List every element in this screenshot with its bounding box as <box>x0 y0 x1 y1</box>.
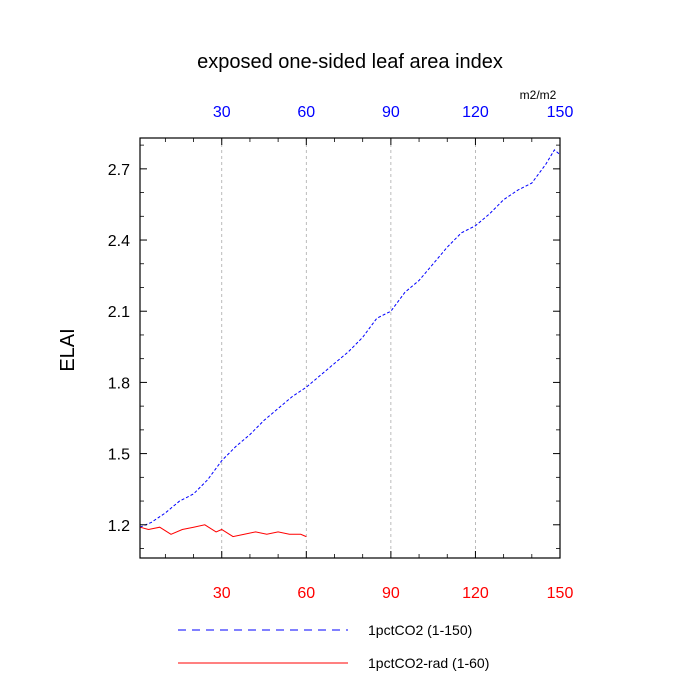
x-tick-label-top: 120 <box>462 104 489 121</box>
y-tick-label: 1.8 <box>108 375 130 392</box>
x-tick-label-bottom: 150 <box>547 585 574 602</box>
x-tick-label-top: 60 <box>297 104 315 121</box>
axis-ticks: 30 60 90 120 150 30 60 90 120 150 1.2 1.5 1.8 2.1 2.4 2… <box>108 104 574 602</box>
legend-label-1: 1pctCO2 (1-150) <box>368 622 472 638</box>
y-tick-label: 2.1 <box>108 304 130 321</box>
y-tick-label: 2.4 <box>108 233 130 250</box>
legend-label-2: 1pctCO2-rad (1-60) <box>368 655 489 671</box>
x-tick-label-top: 150 <box>547 104 574 121</box>
x-tick-label-bottom: 90 <box>382 585 400 602</box>
x-tick-label-top: 90 <box>382 104 400 121</box>
x-tick-label-bottom: 30 <box>213 585 231 602</box>
y-tick-label: 2.7 <box>108 162 130 179</box>
series-line-1 <box>139 149 561 528</box>
y-axis-label: ELAI <box>57 328 79 371</box>
x-tick-label-top: 30 <box>213 104 231 121</box>
x-tick-label-bottom: 60 <box>297 585 315 602</box>
units-label: m2/m2 <box>520 88 557 102</box>
y-tick-label: 1.5 <box>108 447 130 464</box>
chart-title: exposed one-sided leaf area index <box>197 51 503 73</box>
legend: 1pctCO2 (1-150) 1pctCO2-rad (1-60) <box>178 622 489 671</box>
x-tick-label-bottom: 120 <box>462 585 489 602</box>
y-tick-label: 1.2 <box>108 518 130 535</box>
series-lines <box>139 149 561 538</box>
plot-frame <box>139 137 561 559</box>
gridlines <box>221 138 476 558</box>
series-line-2 <box>139 524 307 538</box>
